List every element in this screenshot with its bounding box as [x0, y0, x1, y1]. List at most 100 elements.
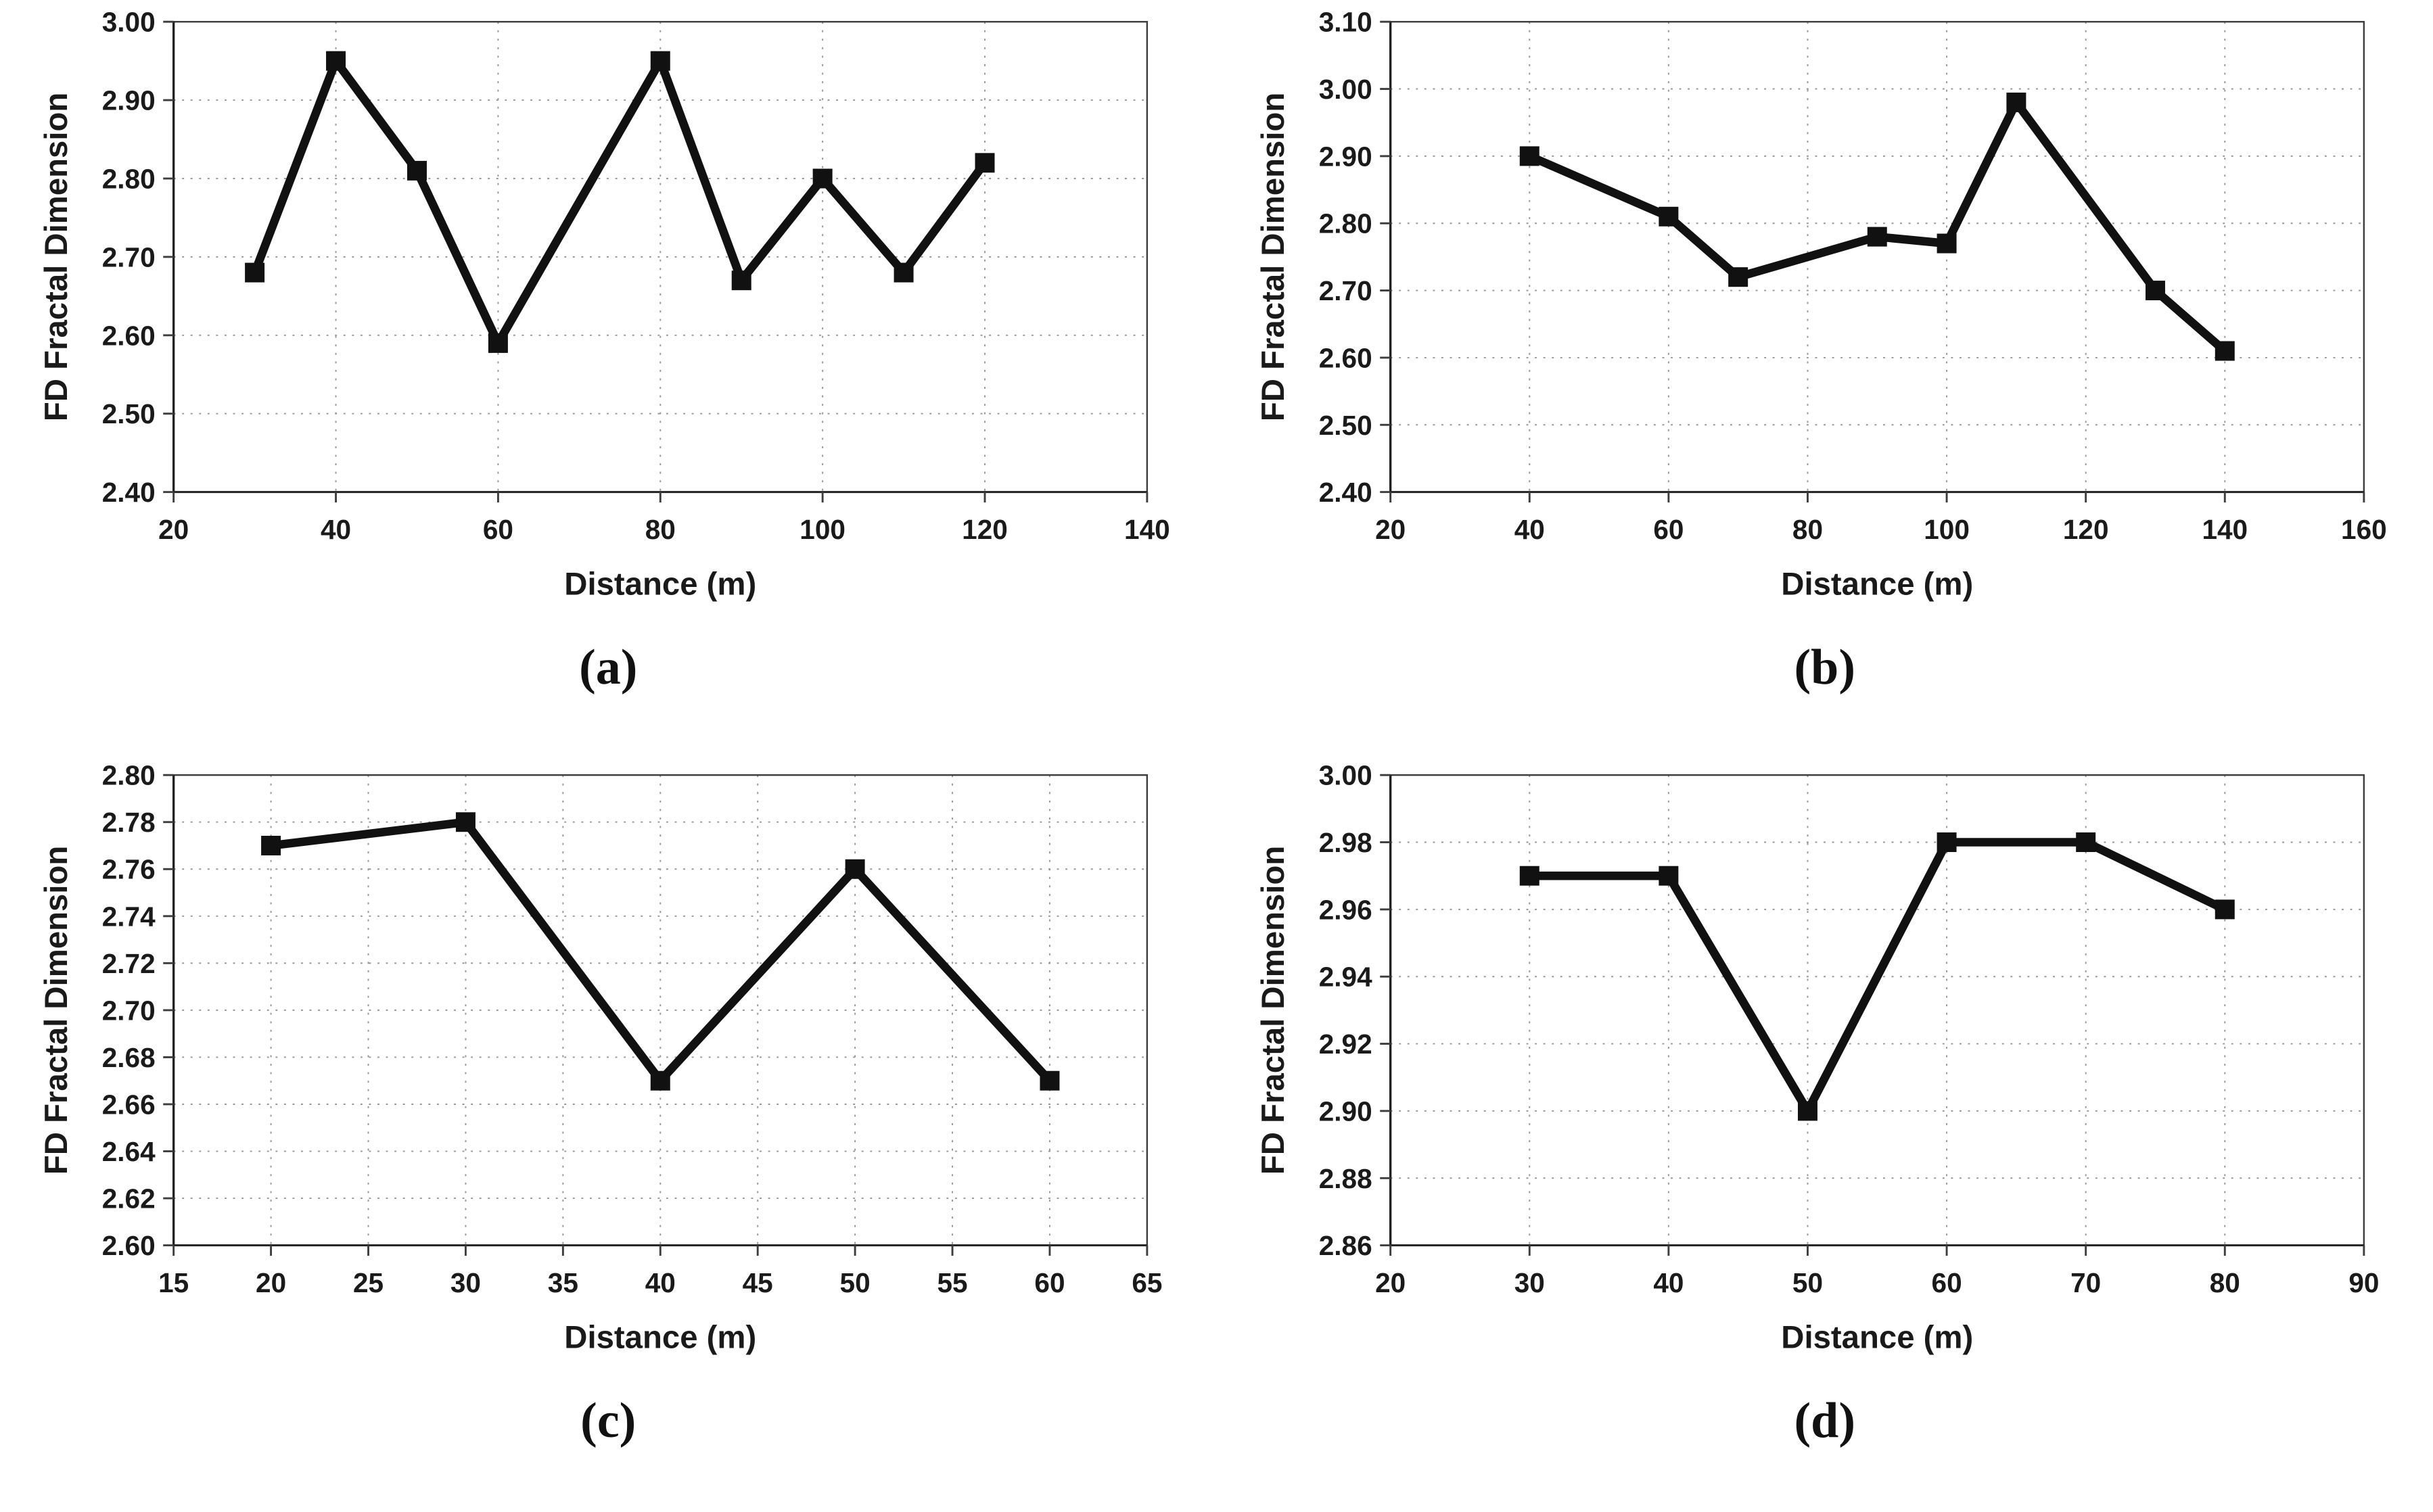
chart-panel-d: 20 30 40 50 60 70 80 90 2.86 2.88 2.90 2.92 2.94 2.96…	[1217, 759, 2433, 1512]
x-tick-label: 40	[321, 514, 351, 545]
chart-caption-b: (b)	[1794, 640, 1855, 695]
y-tick-label: 2.86	[1318, 1230, 1372, 1261]
x-tick-label: 20	[158, 514, 189, 545]
plot-frame	[1389, 774, 2365, 1246]
data-point	[2145, 281, 2165, 301]
chart-b: 20 40 60 80 100 120 140 160 2.40 2.50 2.60 2.70 2.80…	[1255, 7, 2387, 603]
data-point	[845, 859, 865, 879]
data-point	[2075, 832, 2095, 853]
chart-caption-a: (a)	[579, 640, 638, 695]
chart-panel-a: 20 40 60 80 100 120 140 2.40 2.50 2.60 2.70 2.80 2.9…	[0, 5, 1217, 759]
y-tick-label: 2.60	[102, 320, 156, 351]
y-tick-label: 2.72	[102, 948, 156, 979]
x-tick-label: 25	[353, 1267, 384, 1298]
x-tick-label: 60	[1653, 514, 1684, 545]
chart-a: 20 40 60 80 100 120 140 2.40 2.50 2.60 2.70 2.80 2.9…	[39, 7, 1170, 603]
y-tick-label: 2.76	[102, 854, 156, 885]
y-tick-label: 2.50	[1318, 410, 1372, 441]
plot-frame	[1389, 20, 2365, 493]
x-tick-label: 80	[1792, 514, 1823, 545]
x-tick-label: 70	[2070, 1267, 2101, 1298]
y-axis-title: FD Fractal Dimension	[1255, 93, 1291, 421]
y-tick-label: 2.70	[102, 241, 156, 273]
data-line	[250, 51, 989, 352]
data-point	[326, 51, 346, 71]
chart-d: 20 30 40 50 60 70 80 90 2.86 2.88 2.90 2.92 2.94 2.96…	[1255, 760, 2379, 1356]
y-tick-label: 2.62	[102, 1183, 156, 1214]
y-tick-label: 2.94	[1318, 962, 1372, 993]
y-tick-label: 2.80	[1318, 208, 1372, 239]
x-tick-label: 20	[1375, 1267, 1406, 1298]
data-point	[2215, 899, 2235, 920]
data-point	[2215, 341, 2235, 361]
x-tick-label: 65	[1132, 1267, 1163, 1298]
y-tick-label: 2.90	[1318, 141, 1372, 172]
y-tick-label: 2.60	[102, 1230, 156, 1261]
y-tick-label: 3.00	[1318, 760, 1372, 791]
y-tick-label: 2.96	[1318, 894, 1372, 925]
y-tick-label: 2.92	[1318, 1029, 1372, 1060]
x-tick-label: 30	[1514, 1267, 1544, 1298]
data-point	[1040, 1070, 1060, 1091]
data-point	[407, 160, 427, 181]
x-tick-label: 40	[1653, 1267, 1684, 1298]
data-point	[651, 1070, 671, 1091]
y-tick-label: 2.68	[102, 1042, 156, 1073]
data-point	[1728, 267, 1748, 287]
x-tick-label: 60	[1931, 1267, 1962, 1298]
y-tick-label: 2.60	[1318, 342, 1372, 373]
data-point	[245, 262, 265, 283]
x-tick-label: 15	[158, 1267, 189, 1298]
data-point	[1519, 146, 1539, 166]
x-tick-label: 120	[2063, 514, 2109, 545]
chart-c: 15 20 25 30 35 40 45 50 55 60 65 2.60 2.62 2.64 2.66 2.…	[39, 760, 1163, 1356]
y-tick-label: 2.90	[1318, 1095, 1372, 1127]
y-tick-label: 2.66	[102, 1089, 156, 1120]
x-tick-label: 140	[2202, 514, 2248, 545]
x-tick-label: 20	[1375, 514, 1406, 545]
data-point	[2006, 92, 2026, 112]
x-tick-label: 140	[1124, 514, 1170, 545]
x-axis-title: Distance (m)	[565, 566, 757, 602]
data-point	[1659, 206, 1679, 227]
data-point	[731, 270, 751, 291]
x-axis-title: Distance (m)	[1781, 1319, 1973, 1355]
x-tick-label: 60	[1035, 1267, 1065, 1298]
data-line	[1529, 838, 2227, 1120]
x-tick-label: 60	[483, 514, 513, 545]
y-tick-label: 2.70	[1318, 275, 1372, 306]
x-tick-label: 35	[548, 1267, 578, 1298]
x-tick-label: 50	[840, 1267, 871, 1298]
y-tick-label: 3.10	[1318, 7, 1372, 38]
x-tick-label: 160	[2341, 514, 2387, 545]
y-axis-title: FD Fractal Dimension	[39, 93, 74, 421]
x-axis-title: Distance (m)	[1781, 566, 1973, 602]
y-tick-label: 2.64	[102, 1136, 156, 1167]
y-tick-label: 2.50	[102, 398, 156, 429]
data-point	[651, 51, 671, 71]
y-tick-label: 2.78	[102, 807, 156, 838]
x-tick-label: 100	[1924, 514, 1970, 545]
data-point	[261, 836, 281, 855]
y-tick-label: 2.90	[102, 85, 156, 116]
data-point	[1867, 227, 1887, 247]
chart-caption-d: (d)	[1794, 1393, 1855, 1448]
x-tick-label: 80	[645, 514, 676, 545]
y-tick-label: 2.88	[1318, 1163, 1372, 1194]
x-tick-label: 80	[2209, 1267, 2240, 1298]
data-point	[1519, 866, 1539, 886]
y-tick-label: 2.80	[102, 163, 156, 194]
data-point	[812, 168, 833, 189]
y-tick-label: 3.00	[102, 7, 156, 38]
x-tick-label: 40	[1514, 514, 1544, 545]
data-point	[1797, 1101, 1817, 1121]
y-tick-label: 2.70	[102, 995, 156, 1026]
x-tick-label: 90	[2348, 1267, 2379, 1298]
x-tick-label: 30	[450, 1267, 481, 1298]
y-axis-title: FD Fractal Dimension	[1255, 846, 1291, 1175]
x-axis-title: Distance (m)	[565, 1319, 757, 1355]
y-tick-label: 2.98	[1318, 827, 1372, 858]
data-point	[1937, 233, 1957, 254]
y-axis-title: FD Fractal Dimension	[39, 846, 74, 1175]
